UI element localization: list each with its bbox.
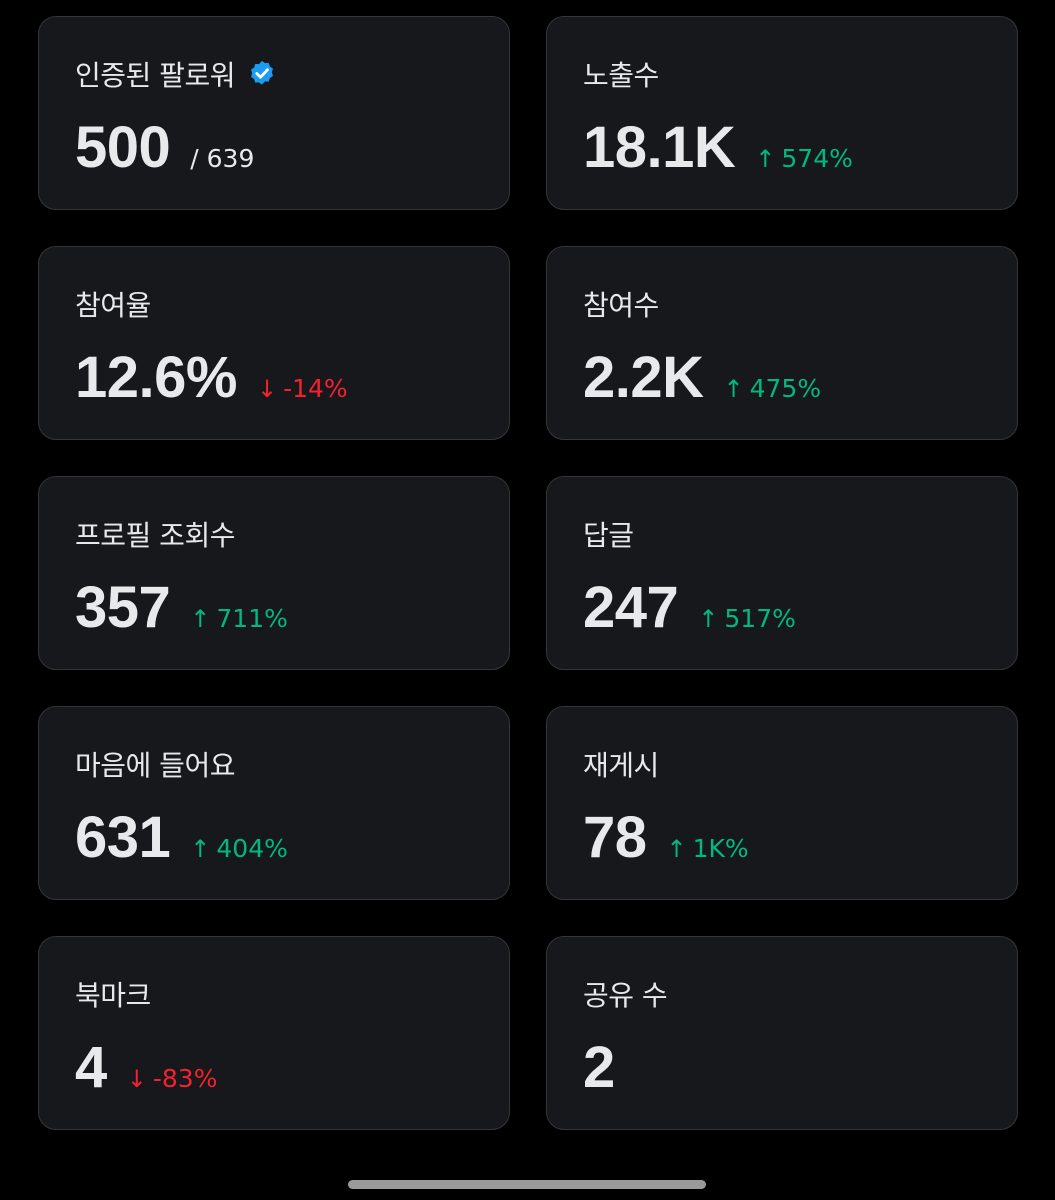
card-title: 참여수	[583, 289, 659, 322]
arrow-up-icon: ↑	[723, 375, 744, 403]
metric-value: 500	[75, 115, 171, 180]
card-title: 재게시	[583, 749, 659, 782]
card-reposts: 재게시 78 ↑ 1K%	[546, 706, 1018, 900]
card-engagement-rate: 참여율 12.6% ↓ -14%	[38, 246, 510, 440]
change-indicator: ↑ 517%	[698, 604, 796, 633]
change-value: 711%	[216, 604, 288, 633]
change-indicator: ↑ 404%	[190, 834, 288, 863]
arrow-up-icon: ↑	[698, 605, 719, 633]
change-indicator: ↑ 475%	[724, 374, 822, 403]
card-title: 공유 수	[583, 979, 668, 1012]
metric-value: 247	[583, 575, 679, 640]
card-likes: 마음에 들어요 631 ↑ 404%	[38, 706, 510, 900]
card-title: 마음에 들어요	[75, 749, 235, 782]
home-indicator[interactable]	[348, 1180, 706, 1189]
metric-value: 357	[75, 575, 171, 640]
metrics-grid: 인증된 팔로워 500 / 639 노출수 18.1K ↑ 574%	[38, 16, 1018, 1130]
metric-total: / 639	[190, 144, 255, 173]
card-engagements: 참여수 2.2K ↑ 475%	[546, 246, 1018, 440]
metric-value: 2	[583, 1035, 615, 1100]
metric-value: 18.1K	[583, 115, 736, 180]
change-value: 517%	[724, 604, 796, 633]
card-profile-views: 프로필 조회수 357 ↑ 711%	[38, 476, 510, 670]
change-value: 475%	[749, 374, 822, 403]
card-title: 답글	[583, 519, 634, 552]
change-value: -14%	[283, 374, 348, 403]
change-indicator: ↑ 1K%	[667, 834, 749, 863]
verified-badge-icon	[247, 59, 277, 89]
change-indicator: ↑ 574%	[755, 144, 853, 173]
metric-value: 4	[75, 1035, 107, 1100]
change-value: -83%	[152, 1064, 218, 1093]
card-title: 북마크	[75, 979, 151, 1012]
arrow-down-icon: ↓	[126, 1065, 147, 1093]
card-title: 노출수	[583, 59, 659, 92]
change-indicator: ↓ -14%	[257, 374, 348, 403]
card-shares: 공유 수 2	[546, 936, 1018, 1130]
card-title: 인증된 팔로워	[75, 59, 235, 92]
change-value: 1K%	[692, 834, 749, 863]
arrow-up-icon: ↑	[190, 835, 211, 863]
arrow-down-icon: ↓	[256, 375, 278, 403]
change-value: 574%	[781, 144, 853, 173]
card-title: 프로필 조회수	[75, 519, 235, 552]
arrow-up-icon: ↑	[190, 605, 211, 633]
change-value: 404%	[216, 834, 288, 863]
arrow-up-icon: ↑	[755, 145, 776, 173]
card-title: 참여율	[75, 289, 151, 322]
metric-value: 631	[75, 805, 171, 870]
card-bookmarks: 북마크 4 ↓ -83%	[38, 936, 510, 1130]
arrow-up-icon: ↑	[666, 835, 687, 863]
card-replies: 답글 247 ↑ 517%	[546, 476, 1018, 670]
metric-value: 2.2K	[583, 345, 704, 410]
change-indicator: ↑ 711%	[190, 604, 288, 633]
metric-value: 78	[583, 805, 647, 870]
card-impressions: 노출수 18.1K ↑ 574%	[546, 16, 1018, 210]
metric-value: 12.6%	[75, 345, 237, 410]
change-indicator: ↓ -83%	[127, 1064, 218, 1093]
card-verified-followers: 인증된 팔로워 500 / 639	[38, 16, 510, 210]
